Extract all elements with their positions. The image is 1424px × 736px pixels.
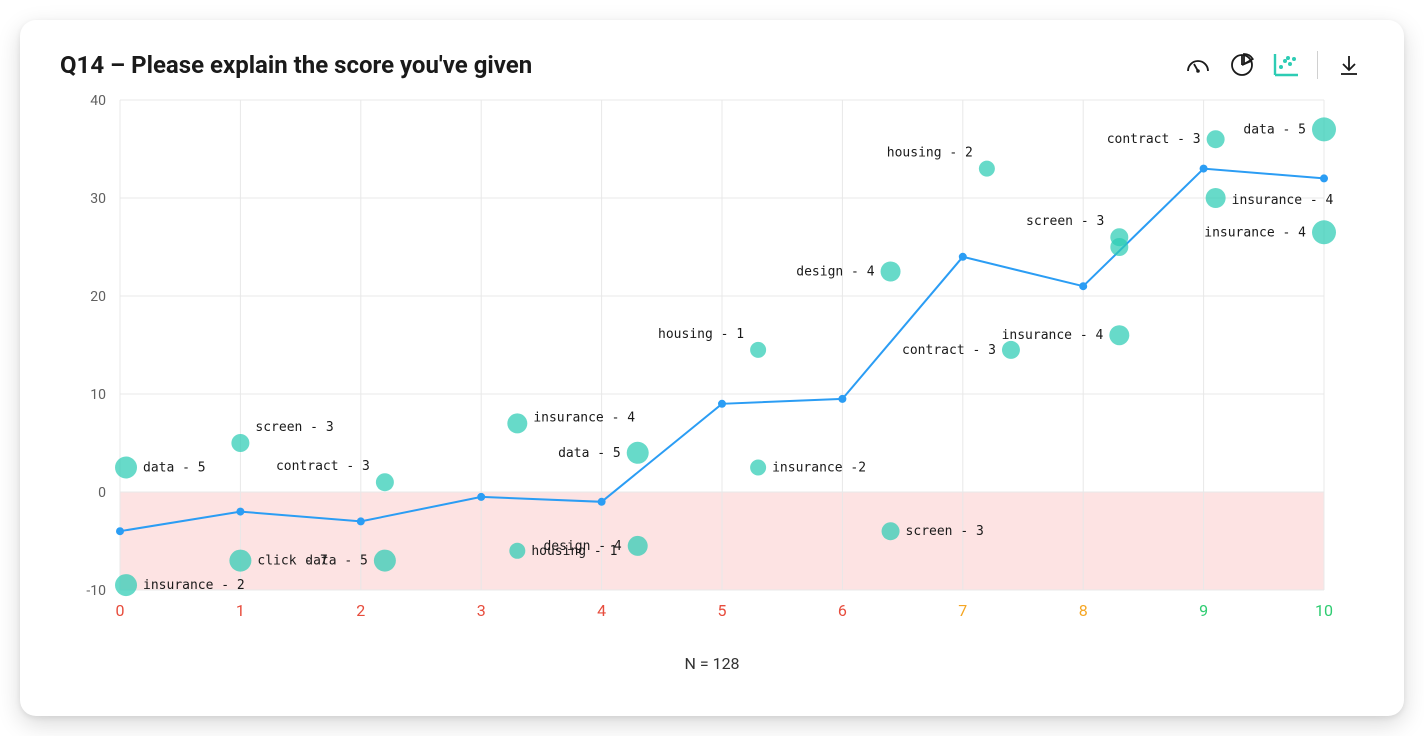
x-tick-label: 3 [477,601,486,620]
keyword-label: insurance - 4 [1232,193,1334,208]
keyword-bubble[interactable] [115,457,137,479]
keyword-label: design - 4 [543,539,621,554]
trend-point [116,527,124,535]
trend-point [959,253,967,261]
keyword-label: contract - 3 [276,459,370,474]
x-tick-label: 6 [838,601,847,620]
x-tick-label: 0 [116,601,125,620]
keyword-bubble[interactable] [115,574,137,596]
keyword-bubble[interactable] [1109,325,1129,345]
trend-point [236,508,244,516]
y-tick-label: 10 [90,387,106,403]
keyword-bubble[interactable] [1002,341,1020,359]
trend-point [357,517,365,525]
download-icon[interactable] [1334,50,1364,80]
trend-point [477,493,485,501]
keyword-bubble[interactable] [979,161,995,177]
keyword-label: screen - 3 [1026,214,1104,229]
trend-point [1200,165,1208,173]
keyword-bubble[interactable] [376,473,394,491]
gauge-icon[interactable] [1183,50,1213,80]
keyword-label: screen - 3 [906,524,984,539]
trend-point [1079,282,1087,290]
chart-area: -10 0 10 20 30 40 0 1 2 3 4 5 6 7 8 9 10 data - 5 insuranc… [60,90,1364,650]
y-tick-label: 30 [90,191,106,207]
keyword-bubble[interactable] [374,550,396,572]
keyword-bubble[interactable] [881,262,901,282]
keyword-bubble[interactable] [627,442,649,464]
sample-size-label: N = 128 [60,654,1364,673]
keyword-bubble[interactable] [750,460,766,476]
y-tick-label: 0 [98,485,106,501]
keyword-label: insurance - 4 [1204,225,1306,240]
keyword-label: data - 5 [143,461,206,476]
y-tick-label: 20 [90,289,106,305]
keyword-bubble[interactable] [628,536,648,556]
trend-point [1320,174,1328,182]
keyword-label: insurance - 4 [533,410,635,425]
keyword-bubble[interactable] [1207,130,1225,148]
scatter-line-chart: -10 0 10 20 30 40 0 1 2 3 4 5 6 7 8 9 10 data - 5 insuranc… [60,90,1364,650]
x-tick-label: 4 [597,601,606,620]
chart-title: Q14 – Please explain the score you've gi… [60,51,532,79]
keyword-bubble[interactable] [1312,220,1336,244]
x-tick-label: 7 [958,601,967,620]
keyword-label: data - 5 [1243,122,1306,137]
y-tick-label: 40 [90,93,106,109]
toolbar-separator [1317,51,1318,79]
keyword-label: housing - 1 [658,327,744,342]
keyword-bubble[interactable] [882,522,900,540]
x-tick-label: 8 [1079,601,1088,620]
keyword-bubble[interactable] [509,543,525,559]
keyword-bubble[interactable] [229,550,251,572]
keyword-bubble[interactable] [750,342,766,358]
chart-toolbar [1183,50,1364,80]
x-tick-label: 10 [1315,601,1333,620]
keyword-label: insurance - 4 [1002,328,1104,343]
keyword-label: contract - 3 [902,343,996,358]
keyword-label: screen - 3 [255,420,333,435]
keyword-label: housing - 2 [887,146,973,161]
x-tick-label: 1 [236,601,245,620]
keyword-label: data - 5 [558,446,621,461]
x-tick-label: 2 [356,601,365,620]
card-header: Q14 – Please explain the score you've gi… [60,50,1364,80]
pie-icon[interactable] [1227,50,1257,80]
x-tick-label: 5 [718,601,727,620]
chart-card: Q14 – Please explain the score you've gi… [20,20,1404,716]
trend-point [718,400,726,408]
trend-point [598,498,606,506]
keyword-bubble[interactable] [1206,188,1226,208]
keyword-bubble[interactable] [507,413,527,433]
keyword-label: contract - 3 [1107,132,1201,147]
keyword-label: insurance - 2 [143,578,245,593]
x-tick-label: 9 [1199,601,1208,620]
keyword-label: insurance -2 [772,461,866,476]
keyword-bubble[interactable] [1312,117,1336,141]
keyword-bubble[interactable] [1110,238,1128,256]
trend-point [838,395,846,403]
scatter-icon[interactable] [1271,50,1301,80]
keyword-label: design - 4 [796,265,874,280]
y-tick-label: -10 [86,583,106,599]
keyword-bubble[interactable] [231,434,249,452]
keyword-label: data - 5 [305,554,368,569]
